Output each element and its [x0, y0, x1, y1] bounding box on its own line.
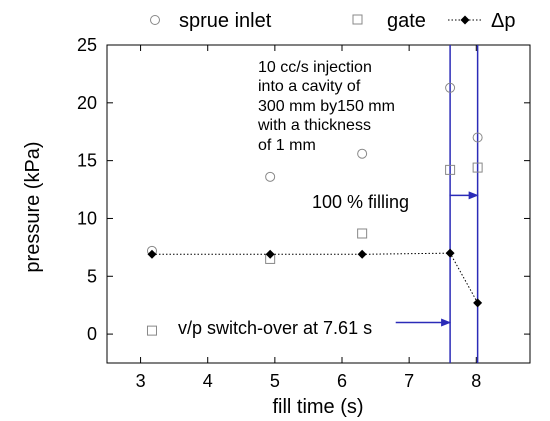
delta-p-point	[473, 298, 483, 308]
legend-label-delta-p: Δp	[491, 10, 515, 32]
note-line-1: 10 cc/s injection	[258, 59, 372, 76]
y-axis: 0 5 10 15 20 25	[77, 35, 530, 344]
legend-square-marker	[352, 14, 363, 25]
sprue-inlet-point	[445, 82, 456, 93]
x-axis: 3 4 5 6 7 8	[136, 45, 481, 391]
x-tick-label: 7	[404, 371, 414, 391]
gate-point	[357, 228, 368, 239]
switch-over-label: v/p switch-over at 7.61 s	[178, 318, 372, 338]
y-tick-label: 15	[77, 151, 97, 171]
note-line-3: 300 mm by150 mm	[258, 98, 395, 115]
legend-diamond-marker	[460, 15, 470, 25]
legend-circle-marker	[150, 15, 160, 25]
x-tick-label: 3	[136, 371, 146, 391]
data-series	[146, 82, 483, 336]
y-tick-label: 20	[77, 93, 97, 113]
x-tick-label: 8	[471, 371, 481, 391]
delta-p-point	[357, 249, 367, 259]
y-axis-label: pressure (kPa)	[22, 141, 44, 272]
x-tick-label: 5	[270, 371, 280, 391]
delta-p-point	[265, 249, 275, 259]
gate-point	[146, 325, 157, 336]
legend-label-gate: gate	[387, 10, 426, 32]
gate-point	[445, 164, 456, 175]
note-text: 10 cc/s injection into a cavity of 300 m…	[257, 59, 395, 154]
gate-point	[472, 162, 483, 173]
note-line-5: of 1 mm	[258, 137, 316, 154]
y-tick-label: 0	[87, 324, 97, 344]
x-tick-label: 4	[203, 371, 213, 391]
x-tick-label: 6	[337, 371, 347, 391]
sprue-inlet-point	[472, 132, 483, 143]
delta-p-point	[445, 248, 455, 258]
sprue-inlet-point	[357, 148, 368, 159]
y-tick-label: 25	[77, 35, 97, 55]
x-axis-label: fill time (s)	[272, 396, 363, 418]
y-tick-label: 5	[87, 266, 97, 286]
delta-p-point	[147, 249, 157, 259]
plot-frame	[106, 44, 531, 364]
switch-over-lines	[449, 45, 479, 363]
y-tick-label: 10	[77, 208, 97, 228]
note-line-4: with a thickness	[257, 117, 371, 134]
note-line-2: into a cavity of	[258, 78, 361, 95]
sprue-inlet-point	[265, 171, 276, 182]
legend: sprue inlet gate Δp	[150, 10, 515, 32]
delta-p-line	[151, 252, 479, 304]
filling-label: 100 % filling	[312, 192, 409, 212]
legend-label-sprue-inlet: sprue inlet	[179, 10, 272, 32]
